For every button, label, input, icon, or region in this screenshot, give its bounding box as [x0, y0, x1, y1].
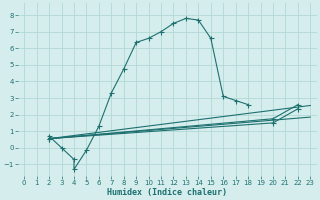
X-axis label: Humidex (Indice chaleur): Humidex (Indice chaleur) — [107, 188, 227, 197]
